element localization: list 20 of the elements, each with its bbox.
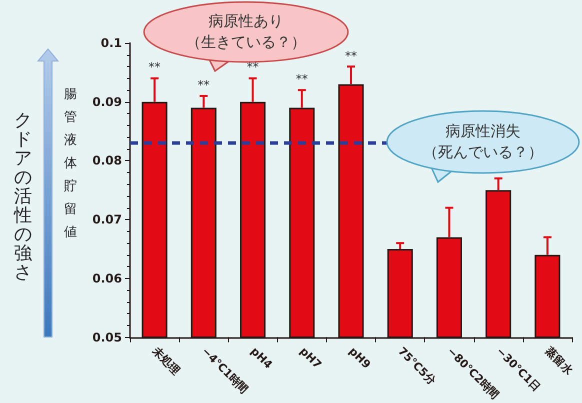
text: クドアの活性の強さ <box>14 110 32 283</box>
annotation: 病原性消失 <box>446 121 520 142</box>
annotation: ** <box>246 60 260 74</box>
y-tick-label: 0.1 <box>100 36 122 50</box>
annotation: （死んでいる？） <box>423 142 543 163</box>
text: 病原性あり <box>208 11 284 32</box>
y-tick-label: 0.09 <box>92 94 122 109</box>
annotation: ** <box>344 48 358 63</box>
y-tick-label: 0.05 <box>92 330 122 344</box>
annotation: ** <box>148 60 162 74</box>
annotation: （生きている？） <box>186 32 306 53</box>
x-tick-label: 蒸留水 <box>542 344 576 378</box>
y-tick-label: 0.06 <box>92 271 122 286</box>
x-tick-label: pH7 <box>297 344 324 372</box>
y-axis-title: 腸管液体貯留値 <box>64 87 77 240</box>
y-tick-label: 0.07 <box>92 212 122 227</box>
annotation: ** <box>294 72 309 86</box>
x-tick-label: 未処理 <box>149 344 182 378</box>
y-tick-label: 0.08 <box>92 154 122 168</box>
annotation: ** <box>196 78 211 92</box>
